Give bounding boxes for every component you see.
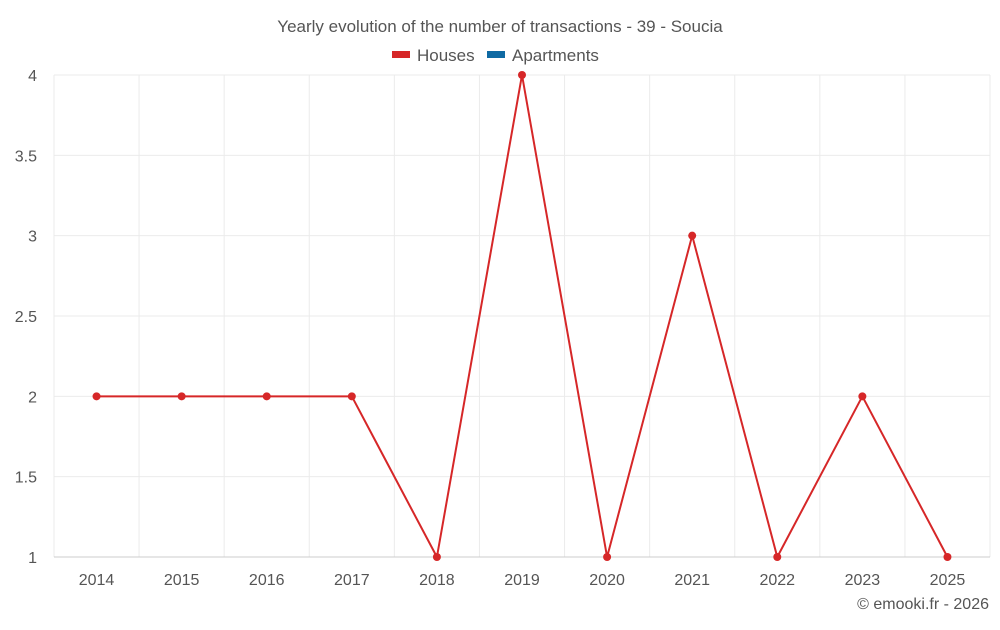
x-tick-label: 2018	[419, 572, 455, 589]
legend-item-houses[interactable]: Houses	[392, 46, 475, 65]
data-point-houses[interactable]	[603, 553, 612, 561]
data-point-houses[interactable]	[262, 392, 271, 401]
x-tick-label: 2023	[845, 572, 881, 589]
chart-title: Yearly evolution of the number of transa…	[277, 17, 723, 36]
y-tick-label: 3	[28, 229, 37, 246]
x-tick-label: 2014	[79, 572, 115, 589]
legend-swatch-houses	[392, 51, 410, 58]
y-tick-label: 1.5	[15, 470, 37, 487]
y-tick-label: 4	[28, 68, 37, 85]
legend-label-apartments: Apartments	[512, 46, 599, 65]
data-point-houses[interactable]	[943, 553, 952, 561]
legend-item-apartments[interactable]: Apartments	[487, 46, 599, 65]
y-tick-label: 3.5	[15, 148, 37, 165]
data-point-houses[interactable]	[518, 71, 526, 79]
x-tick-label: 2021	[674, 572, 710, 589]
x-tick-label: 2019	[504, 572, 540, 589]
data-point-houses[interactable]	[688, 231, 697, 240]
data-point-houses[interactable]	[347, 392, 356, 401]
grid-lines	[53, 74, 991, 558]
data-point-houses[interactable]	[432, 553, 441, 561]
y-tick-label: 1	[28, 550, 37, 567]
x-tick-label: 2017	[334, 572, 370, 589]
x-tick-label: 2020	[589, 572, 625, 589]
series	[92, 71, 952, 561]
legend: Houses Apartments	[392, 46, 599, 65]
legend-label-houses: Houses	[417, 46, 475, 65]
data-point-houses[interactable]	[177, 392, 186, 401]
data-point-houses[interactable]	[858, 392, 867, 401]
legend-swatch-apartments	[487, 51, 505, 58]
data-point-houses[interactable]	[773, 553, 782, 561]
axes: 1 1.5 2 2.5 3 3.5 4 2014 2015 2016 2017 2018 2019 202…	[15, 68, 990, 589]
y-tick-label: 2.5	[15, 309, 37, 326]
credit-text: © emooki.fr - 2026	[857, 596, 989, 613]
x-tick-label: 2025	[930, 572, 966, 589]
x-tick-label: 2022	[759, 572, 795, 589]
y-tick-label: 2	[28, 389, 37, 406]
data-point-houses[interactable]	[92, 392, 101, 401]
x-tick-label: 2015	[164, 572, 200, 589]
x-tick-label: 2016	[249, 572, 285, 589]
